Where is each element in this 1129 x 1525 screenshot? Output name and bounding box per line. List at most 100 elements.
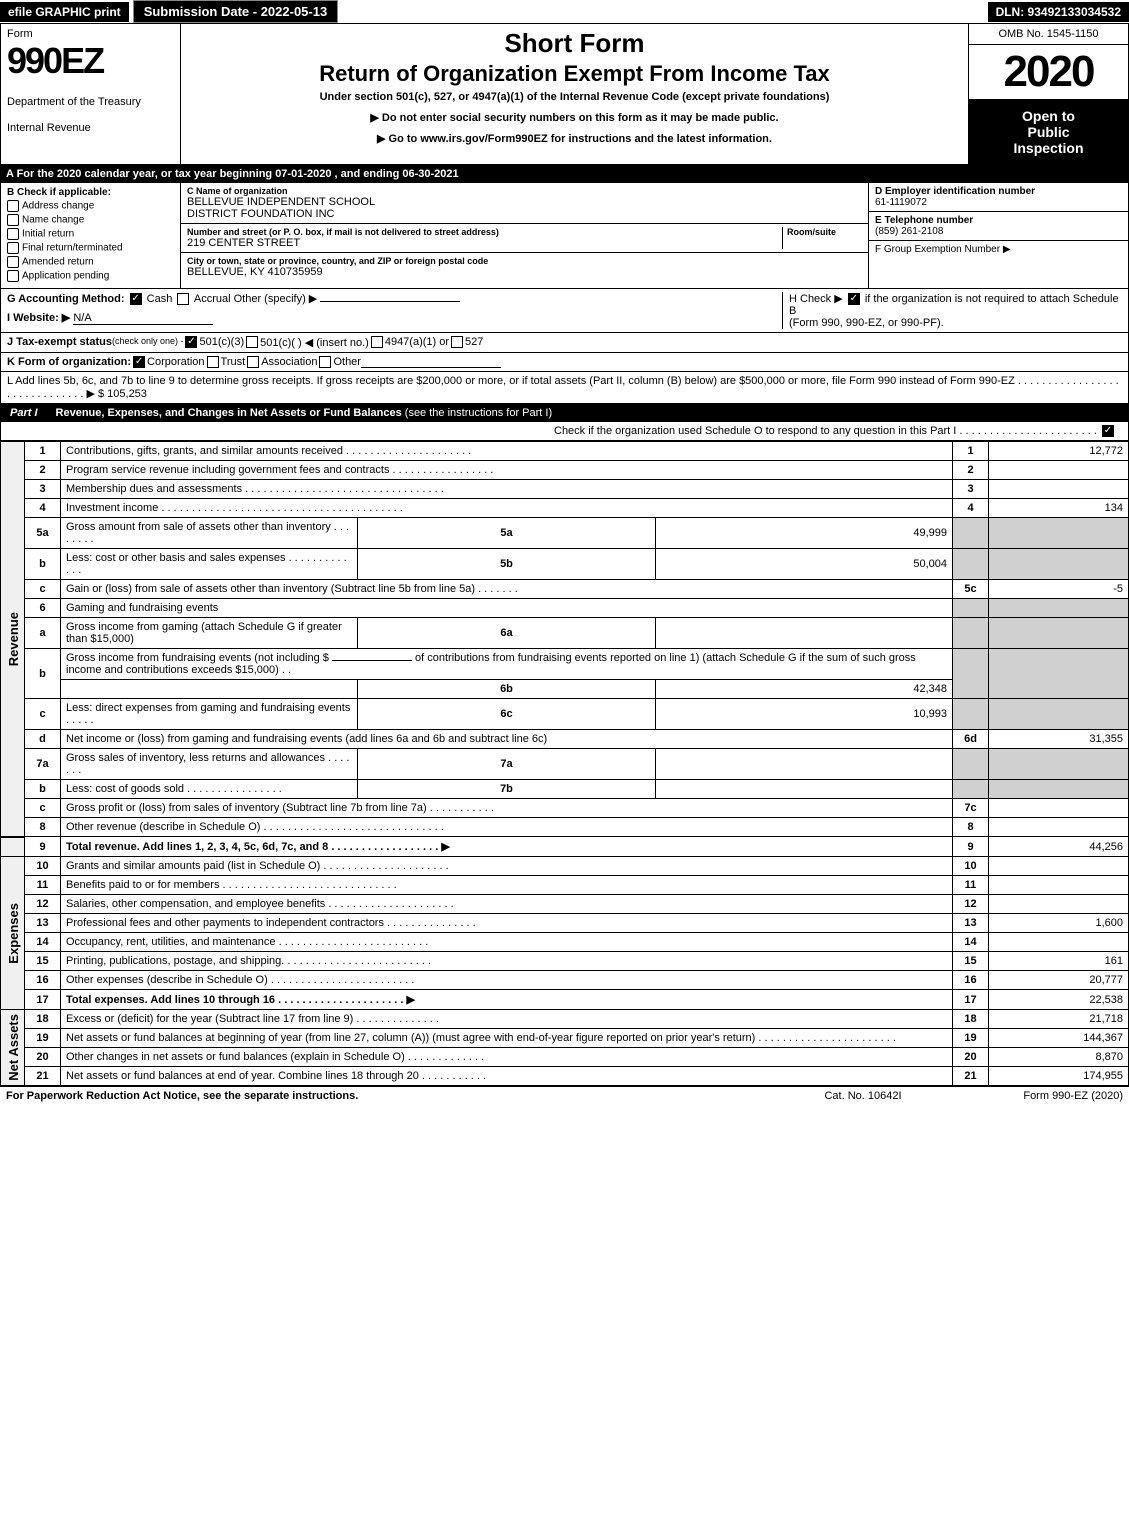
row-6c: c Less: direct expenses from gaming and … [1,699,1129,730]
amt-6d: 31,355 [989,730,1129,749]
row-21: 21 Net assets or fund balances at end of… [1,1067,1129,1086]
section-c-org: C Name of organization BELLEVUE INDEPEND… [181,183,868,288]
part-1-subtitle: (see the instructions for Part I) [405,407,552,419]
val-7a [655,749,952,780]
org-name-1: BELLEVUE INDEPENDENT SCHOOL [187,196,862,208]
cb-corporation[interactable] [133,356,145,368]
cb-initial-return[interactable] [7,228,19,240]
amt-17: 22,538 [989,990,1129,1010]
cb-trust[interactable] [207,356,219,368]
header-right: OMB No. 1545-1150 2020 Open to Public In… [968,24,1128,164]
cb-accrual[interactable] [177,293,189,305]
d-label: D Employer identification number [875,186,1122,197]
row-18: Net Assets 18 Excess or (deficit) for th… [1,1010,1129,1029]
omb-number: OMB No. 1545-1150 [969,24,1128,45]
part-1-tag: Part I [0,404,48,422]
cb-501c[interactable] [246,336,258,348]
c-label: C Name of organization [187,186,862,196]
title-return-exempt: Return of Organization Exempt From Incom… [189,61,960,87]
footer-catno: Cat. No. 10642I [783,1090,943,1102]
row-19: 19 Net assets or fund balances at beginn… [1,1029,1129,1048]
header-center: Short Form Return of Organization Exempt… [181,24,968,164]
cb-association[interactable] [247,356,259,368]
amt-5c: -5 [989,580,1129,599]
goto-link-line: ▶ Go to www.irs.gov/Form990EZ for instru… [189,132,960,145]
ssn-warning: ▶ Do not enter social security numbers o… [189,111,960,124]
amt-2 [989,461,1129,480]
cb-final-return[interactable] [7,242,19,254]
amt-13: 1,600 [989,914,1129,933]
amt-20: 8,870 [989,1048,1129,1067]
form-header: Form 990EZ Department of the Treasury In… [0,23,1129,165]
b-label: B Check if applicable: [7,187,174,198]
cb-schedule-b-not-required[interactable] [848,293,860,305]
cb-amended-return[interactable] [7,256,19,268]
cb-schedule-o-used[interactable] [1102,425,1114,437]
amt-10 [989,857,1129,876]
cb-501c3[interactable] [185,336,197,348]
amt-8 [989,818,1129,837]
contrib-field[interactable] [332,660,412,661]
row-6: 6 Gaming and fundraising events [1,599,1129,618]
tax-year: 2020 [969,45,1128,100]
row-6a: a Gross income from gaming (attach Sched… [1,618,1129,649]
row-7a: 7a Gross sales of inventory, less return… [1,749,1129,780]
header-left: Form 990EZ Department of the Treasury In… [1,24,181,164]
cb-4947a1[interactable] [371,336,383,348]
amt-4: 134 [989,499,1129,518]
amt-14 [989,933,1129,952]
cb-cash[interactable] [130,293,142,305]
part-1-table: Revenue 1 Contributions, gifts, grants, … [0,441,1129,1086]
val-6a [655,618,952,649]
form-code: 990EZ [7,40,174,82]
k-label: K Form of organization: [7,356,131,368]
h-text3: (Form 990, 990-EZ, or 990-PF). [789,317,944,329]
j-label: J Tax-exempt status [7,336,112,349]
part-1-title: Revenue, Expenses, and Changes in Net As… [56,407,402,419]
efile-label: efile GRAPHIC print [0,2,129,22]
part-1-header: Part I Revenue, Expenses, and Changes in… [0,404,1129,422]
row-7c: c Gross profit or (loss) from sales of i… [1,799,1129,818]
org-name-2: DISTRICT FOUNDATION INC [187,208,862,220]
schedule-o-text: Check if the organization used Schedule … [554,425,1097,437]
row-5a: 5a Gross amount from sale of assets othe… [1,518,1129,549]
amt-11 [989,876,1129,895]
row-11: 11 Benefits paid to or for members . . .… [1,876,1129,895]
cb-other-org[interactable] [319,356,331,368]
e-label: E Telephone number [875,215,1122,226]
row-1: Revenue 1 Contributions, gifts, grants, … [1,442,1129,461]
amt-16: 20,777 [989,971,1129,990]
val-5b: 50,004 [655,549,952,580]
cb-address-change[interactable] [7,200,19,212]
other-org-field[interactable] [361,356,501,368]
footer-paperwork: For Paperwork Reduction Act Notice, see … [6,1090,783,1102]
row-4: 4 Investment income . . . . . . . . . . … [1,499,1129,518]
other-method-field[interactable] [320,301,460,302]
row-6b: b Gross income from fundraising events (… [1,649,1129,680]
schedule-o-check-row: Check if the organization used Schedule … [0,422,1129,441]
section-d-e-f: D Employer identification number 61-1119… [868,183,1128,288]
website-value: N/A [73,312,213,325]
street-value: 219 CENTER STREET [187,237,782,249]
row-5c: c Gain or (loss) from sale of assets oth… [1,580,1129,599]
section-a-taxyear: A For the 2020 calendar year, or tax yea… [0,165,1129,183]
goto-link-text[interactable]: ▶ Go to www.irs.gov/Form990EZ for instru… [377,133,772,145]
amt-21: 174,955 [989,1067,1129,1086]
row-9: 9 Total revenue. Add lines 1, 2, 3, 4, 5… [1,837,1129,857]
submission-date: Submission Date - 2022-05-13 [133,0,339,23]
dept-treasury: Department of the Treasury [7,96,174,108]
row-15: 15 Printing, publications, postage, and … [1,952,1129,971]
cb-application-pending[interactable] [7,270,19,282]
row-8: 8 Other revenue (describe in Schedule O)… [1,818,1129,837]
row-3: 3 Membership dues and assessments . . . … [1,480,1129,499]
amt-9: 44,256 [989,837,1129,857]
dept-irs: Internal Revenue [7,122,174,134]
cb-name-change[interactable] [7,214,19,226]
section-b-checkboxes: B Check if applicable: Address change Na… [1,183,181,288]
title-short-form: Short Form [189,28,960,59]
page-footer: For Paperwork Reduction Act Notice, see … [0,1086,1129,1105]
cb-527[interactable] [451,336,463,348]
val-6c: 10,993 [655,699,952,730]
code-line: Under section 501(c), 527, or 4947(a)(1)… [189,91,960,103]
city-label: City or town, state or province, country… [187,256,862,266]
